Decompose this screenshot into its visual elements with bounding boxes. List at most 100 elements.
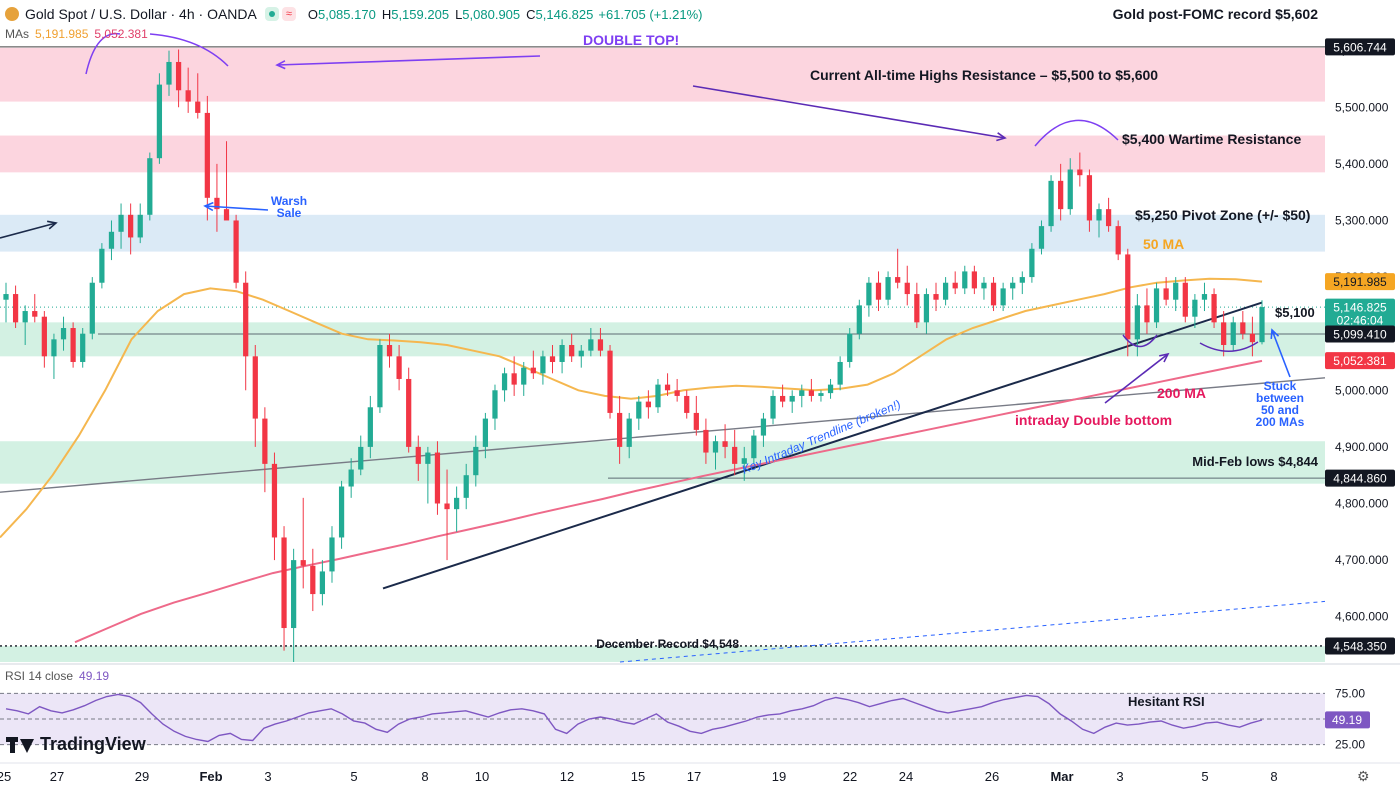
candle-body [406,378,412,447]
settings-gear-icon[interactable]: ⚙ [1357,768,1370,784]
price-tag-bg [1325,325,1395,343]
candle-body [338,486,345,538]
market-status-icon[interactable] [264,7,279,21]
price-tag-bg [1325,352,1395,370]
candle-body [578,350,584,357]
countdown-label: 02:46:04 [1337,314,1384,328]
price-tick-label: 4,900.000 [1335,440,1389,454]
candle-body [1048,180,1054,227]
candle-body [1038,226,1045,249]
candle-body [156,84,163,159]
candle-body [195,101,201,113]
candle-body [1077,169,1083,176]
candle-body [942,282,949,300]
ma-legend[interactable]: MAs 5,191.985 5,052.381 [5,27,148,41]
candle-body [875,282,882,300]
candlesticks[interactable] [3,49,1265,662]
time-tick-label: 3 [264,769,271,784]
candle-body [166,61,172,85]
candle-body [1096,209,1102,221]
left-edge-arrow-head [47,220,58,230]
warsh-arrow [204,205,269,211]
candle-body [396,356,402,379]
rsi-tick-25: 25.00 [1335,738,1365,752]
rsi-line [5,693,1263,743]
candle-body [108,231,115,249]
candle-body [549,356,556,362]
candle-body [1125,254,1131,340]
price-tag-label: 5,146.825 [1333,301,1387,315]
candle-body [684,395,690,413]
candle-body [617,412,623,447]
candle-body [89,282,95,334]
time-tick-label: 12 [560,769,574,784]
candle-body [895,277,901,283]
rsi-legend[interactable]: RSI 14 close 49.19 [5,669,109,683]
candle-body [626,418,632,447]
tradingview-logo[interactable]: TradingView [6,734,146,755]
candle-body [425,452,431,464]
time-tick-label: 22 [843,769,857,784]
rsi-legend-value: 49.19 [79,669,110,683]
candle-body [1259,307,1265,343]
double-bottom-arrow-head [1159,352,1170,363]
candle-body [703,429,709,453]
price-tag-label: 5,099.410 [1333,328,1387,342]
candle-body [271,463,278,538]
price-tick-label: 5,300.000 [1335,213,1389,227]
high-value: 5,159.205 [391,6,450,22]
symbol-title[interactable]: Gold Spot / U.S. Dollar · 4h · OANDA [25,6,257,22]
candle-body [300,560,306,566]
candle-body [137,214,143,238]
mid-feb-lows-label: Mid-Feb lows $4,844 [1192,454,1318,469]
candle-body [981,282,987,289]
open-label: O [307,6,318,22]
candle-body [511,373,517,385]
rsi-pane[interactable]: 75.00 25.00 49.19 Hesitant RSI [0,663,1400,752]
candle-body [147,158,153,215]
candle-body [386,345,393,357]
candle-body [473,446,479,476]
candle-body [664,384,671,391]
time-tick-label: Feb [199,769,222,784]
price-tag-label: 4,548.350 [1333,639,1387,653]
candle-body [607,350,613,413]
double-bottom-label: intraday Double bottom [1015,412,1172,428]
price-tag-bg [1325,637,1395,655]
candle-body [1086,175,1093,221]
reference-lines [0,46,1326,663]
candle-body [1211,294,1217,323]
candle-body [914,294,920,323]
zone-support [0,441,1325,484]
candle-body [501,373,508,391]
time-tick-label: 27 [50,769,64,784]
open-value: 5,085.170 [317,6,376,22]
candle-body [827,384,834,394]
candle-body [1173,282,1179,300]
candle-body [51,339,57,357]
ma50-label: 50 MA [1143,236,1184,252]
candle-body [22,311,28,323]
candle-body [856,305,862,334]
double-top-arrow [276,55,541,66]
candle-body [1029,248,1035,278]
price-tag-label: 5,606.744 [1333,40,1387,54]
data-source-icon[interactable]: ≈ [281,7,296,21]
candle-body [1230,322,1236,345]
time-tick-label: 8 [421,769,428,784]
candle-body [770,395,776,419]
candle-body [722,441,728,447]
double-bottom-arc-left [1122,334,1158,348]
candle-body [319,571,326,595]
candle-body [1201,294,1208,300]
candle-body [444,503,450,510]
candle-body [128,214,134,238]
time-axis[interactable]: 25 27 29 Feb 3 5 8 10 12 15 17 19 22 24 26 Mar 3 5 8 [0,762,1400,784]
ma200-label: 200 MA [1157,385,1206,401]
zone-support [0,646,1325,662]
candle-body [185,90,191,102]
candle-body [885,277,891,300]
candle-body [118,214,124,232]
candle-body [434,452,441,504]
